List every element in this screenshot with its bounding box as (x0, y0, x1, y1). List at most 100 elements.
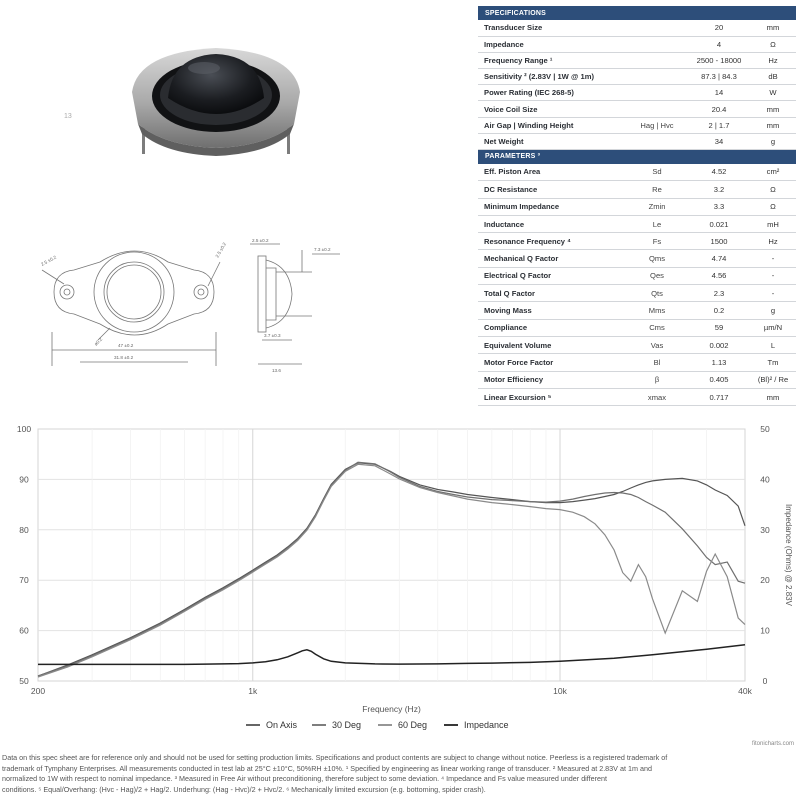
spec-unit: W (750, 84, 797, 102)
spec-row: Air Gap | Winding Height Hag | Hvc 2 | 1.7… (478, 117, 797, 134)
spec-unit: cm² (750, 163, 797, 182)
mechanical-drawing: 2.5 ±0.2 2.5 ±0.2 ø0.2 47 ±0.2 31.8 ±0.2… (40, 238, 340, 373)
spec-unit: Ω (750, 180, 797, 199)
spec-value: 0.021 (688, 215, 750, 234)
spec-label: Total Q Factor (478, 284, 626, 303)
footnote-line: Data on this spec sheet are for referenc… (2, 753, 668, 762)
spec-symbol (626, 84, 688, 102)
spec-label: Linear Excursion ⁵ (478, 388, 626, 407)
spec-row: DC Resistance Re 3.2 Ω (478, 180, 797, 199)
spec-value: 4.52 (688, 163, 750, 182)
spec-value: 59 (688, 319, 750, 337)
spec-label: Sensitivity ² (2.83V | 1W @ 1m) (478, 68, 626, 86)
spec-label: Motor Efficiency (478, 371, 626, 389)
spec-unit: dB (750, 68, 797, 86)
spec-symbol: Mms (626, 301, 688, 320)
spec-symbol (626, 36, 688, 53)
spec-row: Net Weight 34 g (478, 133, 797, 151)
y-tick-label: 80 (19, 525, 29, 535)
spec-label: Net Weight (478, 133, 626, 151)
spec-unit: Hz (750, 52, 797, 70)
legend-label: Impedance (464, 720, 509, 730)
series-line-on-axis (37, 462, 746, 677)
spec-symbol: Hag | Hvc (626, 117, 688, 134)
dim-label-left-hole: 2.5 ±0.2 (40, 254, 57, 266)
spec-value: 0.2 (688, 301, 750, 320)
spec-value: 20.4 (688, 100, 750, 118)
spec-value: 87.3 | 84.3 (688, 68, 750, 86)
specifications-header: SPECIFICATIONS (478, 6, 797, 20)
spec-unit: mm (750, 117, 797, 134)
spec-symbol: xmax (626, 388, 688, 407)
spec-unit: Ω (750, 198, 797, 216)
spec-unit: - (750, 284, 797, 303)
spec-label: Resonance Frequency ⁴ (478, 232, 626, 251)
y-tick-label: 50 (19, 676, 29, 686)
spec-row: Frequency Range ¹ 2500 - 18000 Hz (478, 52, 797, 70)
spec-value: 34 (688, 133, 750, 151)
spec-value: 3.3 (688, 198, 750, 216)
product-image: 13 (64, 38, 314, 168)
series-line-30-deg (37, 461, 746, 677)
spec-row: Impedance 4 Ω (478, 36, 797, 53)
spec-label: Motor Force Factor (478, 353, 626, 372)
legend-label: 60 Deg (398, 720, 427, 730)
x-tick-label: 10k (553, 686, 567, 696)
dim-label-top: 2.5 ±0.2 (252, 238, 269, 243)
series-line-impedance (38, 643, 746, 666)
spec-row: Electrical Q Factor Qes 4.56- (478, 267, 797, 286)
y2-axis-label: Impedance (Ohms) @ 2.83V (784, 504, 793, 607)
spec-symbol: Le (626, 215, 688, 234)
spec-symbol: Vas (626, 336, 688, 355)
spec-row: Inductance Le 0.021 mH (478, 215, 797, 234)
y2-tick-label: 40 (760, 474, 770, 484)
parameters-header: PARAMETERS ³ (478, 149, 797, 164)
legend-label: 30 Deg (332, 720, 361, 730)
spec-value: 1.13 (688, 353, 750, 372)
spec-symbol: Sd (626, 163, 688, 182)
y-tick-label: 90 (19, 474, 29, 484)
spec-value: 0.405 (688, 371, 750, 389)
chart-credit: fitonicharts.com (751, 741, 794, 747)
spec-row: Moving Mass Mms 0.2 g (478, 301, 797, 320)
spec-unit: mm (750, 20, 797, 37)
spec-label: Transducer Size (478, 20, 626, 37)
spec-row: Resonance Frequency ⁴ Fs 1500 Hz (478, 232, 797, 251)
spec-symbol: Bl (626, 353, 688, 372)
spec-unit: mm (750, 388, 797, 407)
spec-symbol: Cms (626, 319, 688, 337)
spec-row: Equivalent Volume Vas 0.002 L (478, 336, 797, 355)
spec-unit: mm (750, 100, 797, 118)
spec-symbol: Fs (626, 232, 688, 251)
spec-label: Impedance (478, 36, 626, 53)
spec-label: Compliance (478, 319, 626, 337)
spec-label: Mechanical Q Factor (478, 249, 626, 268)
spec-symbol (626, 20, 688, 37)
spec-value: 0.002 (688, 336, 750, 355)
x-tick-label: 40k (738, 686, 752, 696)
footnote: Data on this spec sheet are for referenc… (2, 753, 798, 795)
spec-symbol (626, 100, 688, 118)
spec-symbol (626, 133, 688, 151)
spec-row: Transducer Size 20 mm (478, 20, 797, 37)
footnote-line: conditions. ⁵ Equal/Overhang: (Hvc - Hag… (2, 784, 486, 794)
spec-label: Electrical Q Factor (478, 267, 626, 286)
y2-tick-label: 20 (760, 575, 770, 585)
spec-symbol: Qes (626, 267, 688, 286)
spec-row: Compliance Cms 59 µm/N (478, 319, 797, 337)
spec-unit: Tm (750, 353, 797, 372)
spec-unit: Ω (750, 36, 797, 53)
footnote-line: normalized to 1W with respect to nominal… (2, 774, 608, 784)
plot-frame (37, 428, 746, 682)
spec-symbol (626, 52, 688, 70)
spec-row: Motor Force Factor Bl 1.13 Tm (478, 353, 797, 372)
dim-label-overall: 31.8 ±0.2 (114, 355, 134, 360)
spec-row: Minimum Impedance Zmin 3.3 Ω (478, 198, 797, 216)
spec-unit: mH (750, 215, 797, 234)
spec-row: Voice Coil Size 20.4 mm (478, 100, 797, 118)
tweeter-photo (132, 48, 300, 156)
dim-label-width: 47 ±0.2 (118, 343, 134, 348)
spec-value: 4.74 (688, 249, 750, 268)
spec-symbol: Zmin (626, 198, 688, 216)
